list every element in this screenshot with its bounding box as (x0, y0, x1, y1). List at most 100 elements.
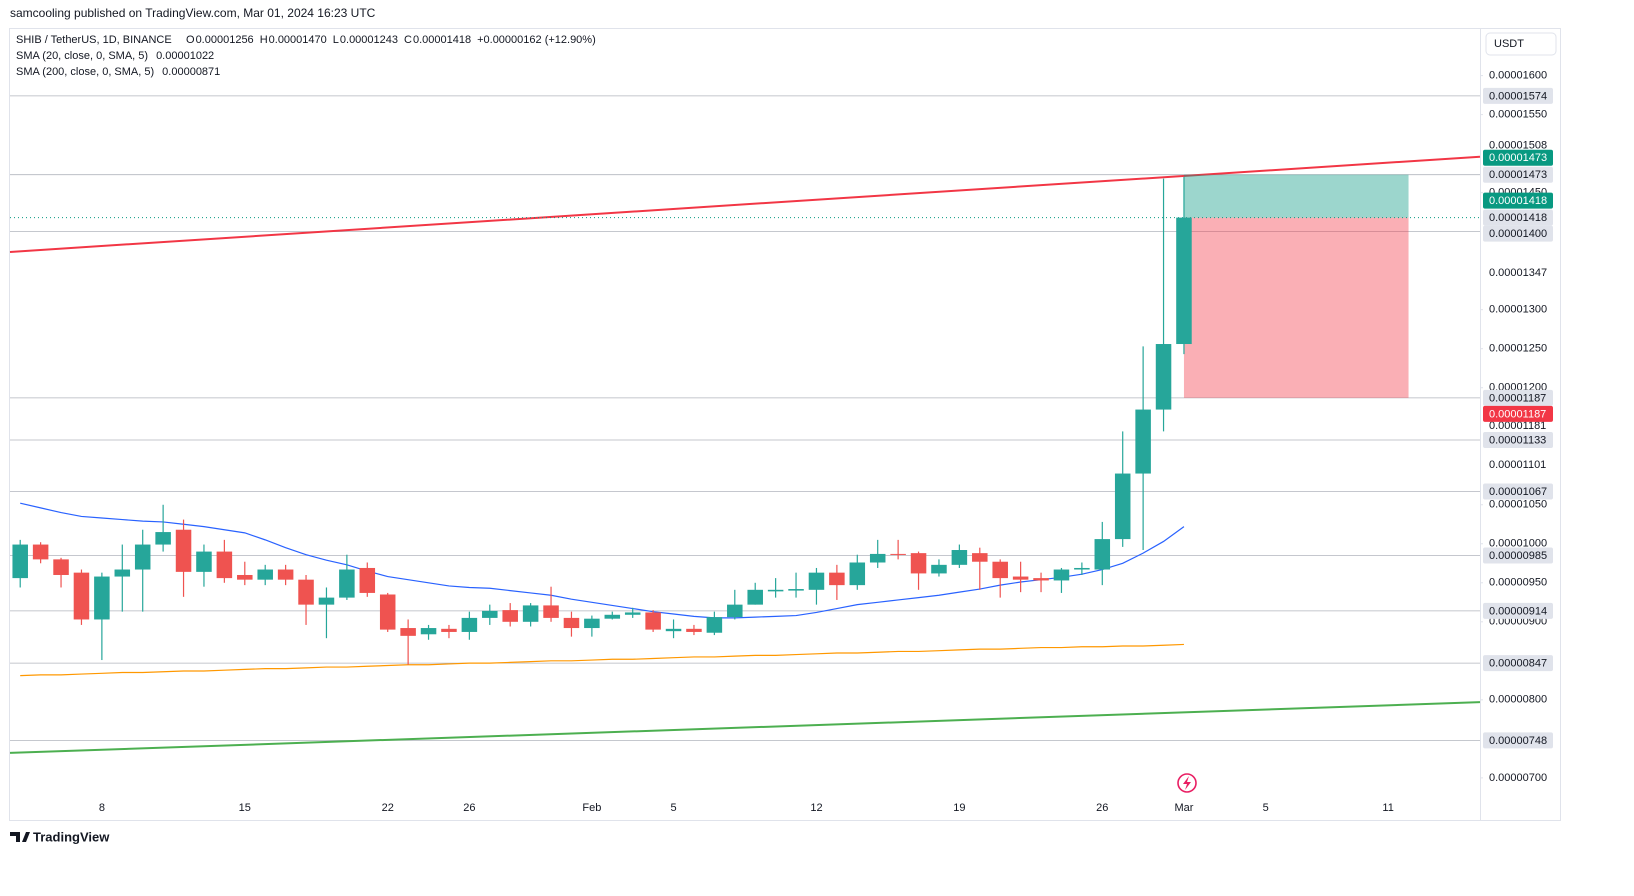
price-label-box (1483, 483, 1553, 500)
candle-body (931, 564, 947, 574)
y-tick-label: 0.00001050 (1489, 499, 1547, 511)
x-tick-label: 26 (1096, 802, 1108, 814)
candle-body (277, 569, 294, 580)
x-tick-label: 12 (810, 802, 822, 814)
candle-body (379, 594, 396, 630)
currency-button[interactable] (1485, 32, 1557, 56)
candle-body (951, 550, 968, 565)
candle-body (829, 572, 845, 586)
x-tick-label: 5 (670, 802, 676, 814)
price-label: 0.00001133 (1489, 434, 1546, 446)
y-tick-label: 0.00001300 (1489, 304, 1547, 316)
trend-line (9, 155, 1481, 253)
chart-frame (9, 28, 1561, 821)
candle-body (584, 618, 600, 629)
candle-body (972, 553, 988, 562)
y-tick-label: 0.00001250 (1489, 343, 1547, 355)
legend-value: 0.00001418 (413, 34, 471, 46)
footer-brand: TradingView (33, 829, 110, 844)
price-label: 0.00001473 (1489, 169, 1547, 181)
x-tick-label: Feb (582, 802, 601, 814)
candle-body (1176, 217, 1192, 345)
legend-indicator-value: 0.00001022 (156, 50, 214, 62)
candle-body (788, 589, 804, 591)
legend-value: 0.00001243 (340, 34, 398, 46)
legend-symbol: SHIB / TetherUS, 1D, BINANCE (16, 34, 172, 46)
price-label-box (1483, 192, 1553, 209)
candle-body (461, 617, 478, 632)
x-tick-label: 19 (953, 802, 965, 814)
candle-body (869, 553, 886, 563)
price-label: 0.00000847 (1489, 658, 1547, 670)
x-tick-label: 11 (1382, 802, 1393, 814)
price-label: 0.00000985 (1489, 550, 1547, 562)
legend-key: H (260, 34, 268, 46)
candle-body (727, 604, 743, 618)
candle-body (849, 562, 866, 586)
publish-header: samcooling published on TradingView.com,… (10, 6, 376, 20)
candle-body (400, 628, 416, 636)
candle-body (522, 605, 539, 622)
candle-body (318, 597, 335, 605)
price-label: 0.00001400 (1489, 228, 1547, 240)
candle-body (665, 628, 682, 632)
candle-body (339, 569, 355, 598)
candle-body (1074, 567, 1090, 570)
candle-body (686, 628, 702, 632)
candle-body (359, 567, 376, 593)
price-label-box (1483, 405, 1553, 422)
axis-price-label: 0.00001347 (1489, 267, 1547, 279)
axis-price-label: 0.00001101 (1489, 459, 1546, 471)
candle-body (1094, 539, 1111, 570)
price-label: 0.00000748 (1489, 735, 1547, 747)
legend-value: 0.00001470 (269, 34, 327, 46)
legend-indicator: SMA (20, close, 0, SMA, 5) (16, 50, 148, 62)
trend-line (9, 701, 1481, 754)
x-tick-label: 26 (463, 802, 475, 814)
y-tick-label: 0.00000950 (1489, 577, 1547, 589)
price-label: 0.00001187 (1489, 392, 1546, 404)
x-tick-label: 15 (239, 802, 251, 814)
candle-body (73, 572, 90, 620)
price-label: 0.00001067 (1489, 486, 1547, 498)
candle-body (216, 551, 233, 579)
x-tick-label: 8 (99, 802, 105, 814)
y-tick-label: 0.00001550 (1489, 109, 1547, 121)
tv-logo (10, 832, 30, 842)
price-label-box (1483, 389, 1553, 406)
candle-body (420, 628, 437, 635)
candle-body (890, 553, 906, 555)
candle-body (747, 589, 763, 605)
candle-body (32, 544, 49, 560)
candle-body (502, 610, 518, 622)
y-tick-label: 0.00001000 (1489, 538, 1547, 550)
currency-label: USDT (1494, 38, 1524, 50)
price-label-box (1483, 225, 1553, 242)
x-tick-label: 22 (382, 802, 394, 814)
candle-body (645, 612, 661, 630)
price-label-box (1483, 166, 1553, 183)
candle-body (1135, 409, 1151, 474)
candle-body (12, 544, 28, 579)
legend-value: 0.00001256 (196, 34, 254, 46)
candle-body (1053, 569, 1070, 581)
price-label: 0.00001418 (1489, 195, 1547, 207)
price-label: 0.00001418 (1489, 212, 1547, 224)
candle-body (992, 561, 1008, 579)
price-label: 0.00001574 (1489, 90, 1547, 102)
price-label-box (1483, 87, 1553, 104)
y-tick-label: 0.00000800 (1489, 694, 1547, 706)
legend-indicator-value: 0.00000871 (162, 66, 220, 78)
sma-line (20, 502, 1185, 619)
candle-body (563, 617, 580, 629)
x-tick-label: Mar (1174, 802, 1193, 814)
lightning-icon (1177, 773, 1197, 793)
candle-body (175, 529, 192, 572)
candle-body (767, 589, 784, 592)
candle-body (257, 569, 273, 580)
y-tick-label: 0.00000700 (1489, 772, 1547, 784)
candle-body (94, 576, 110, 620)
price-label-box (1483, 655, 1553, 672)
